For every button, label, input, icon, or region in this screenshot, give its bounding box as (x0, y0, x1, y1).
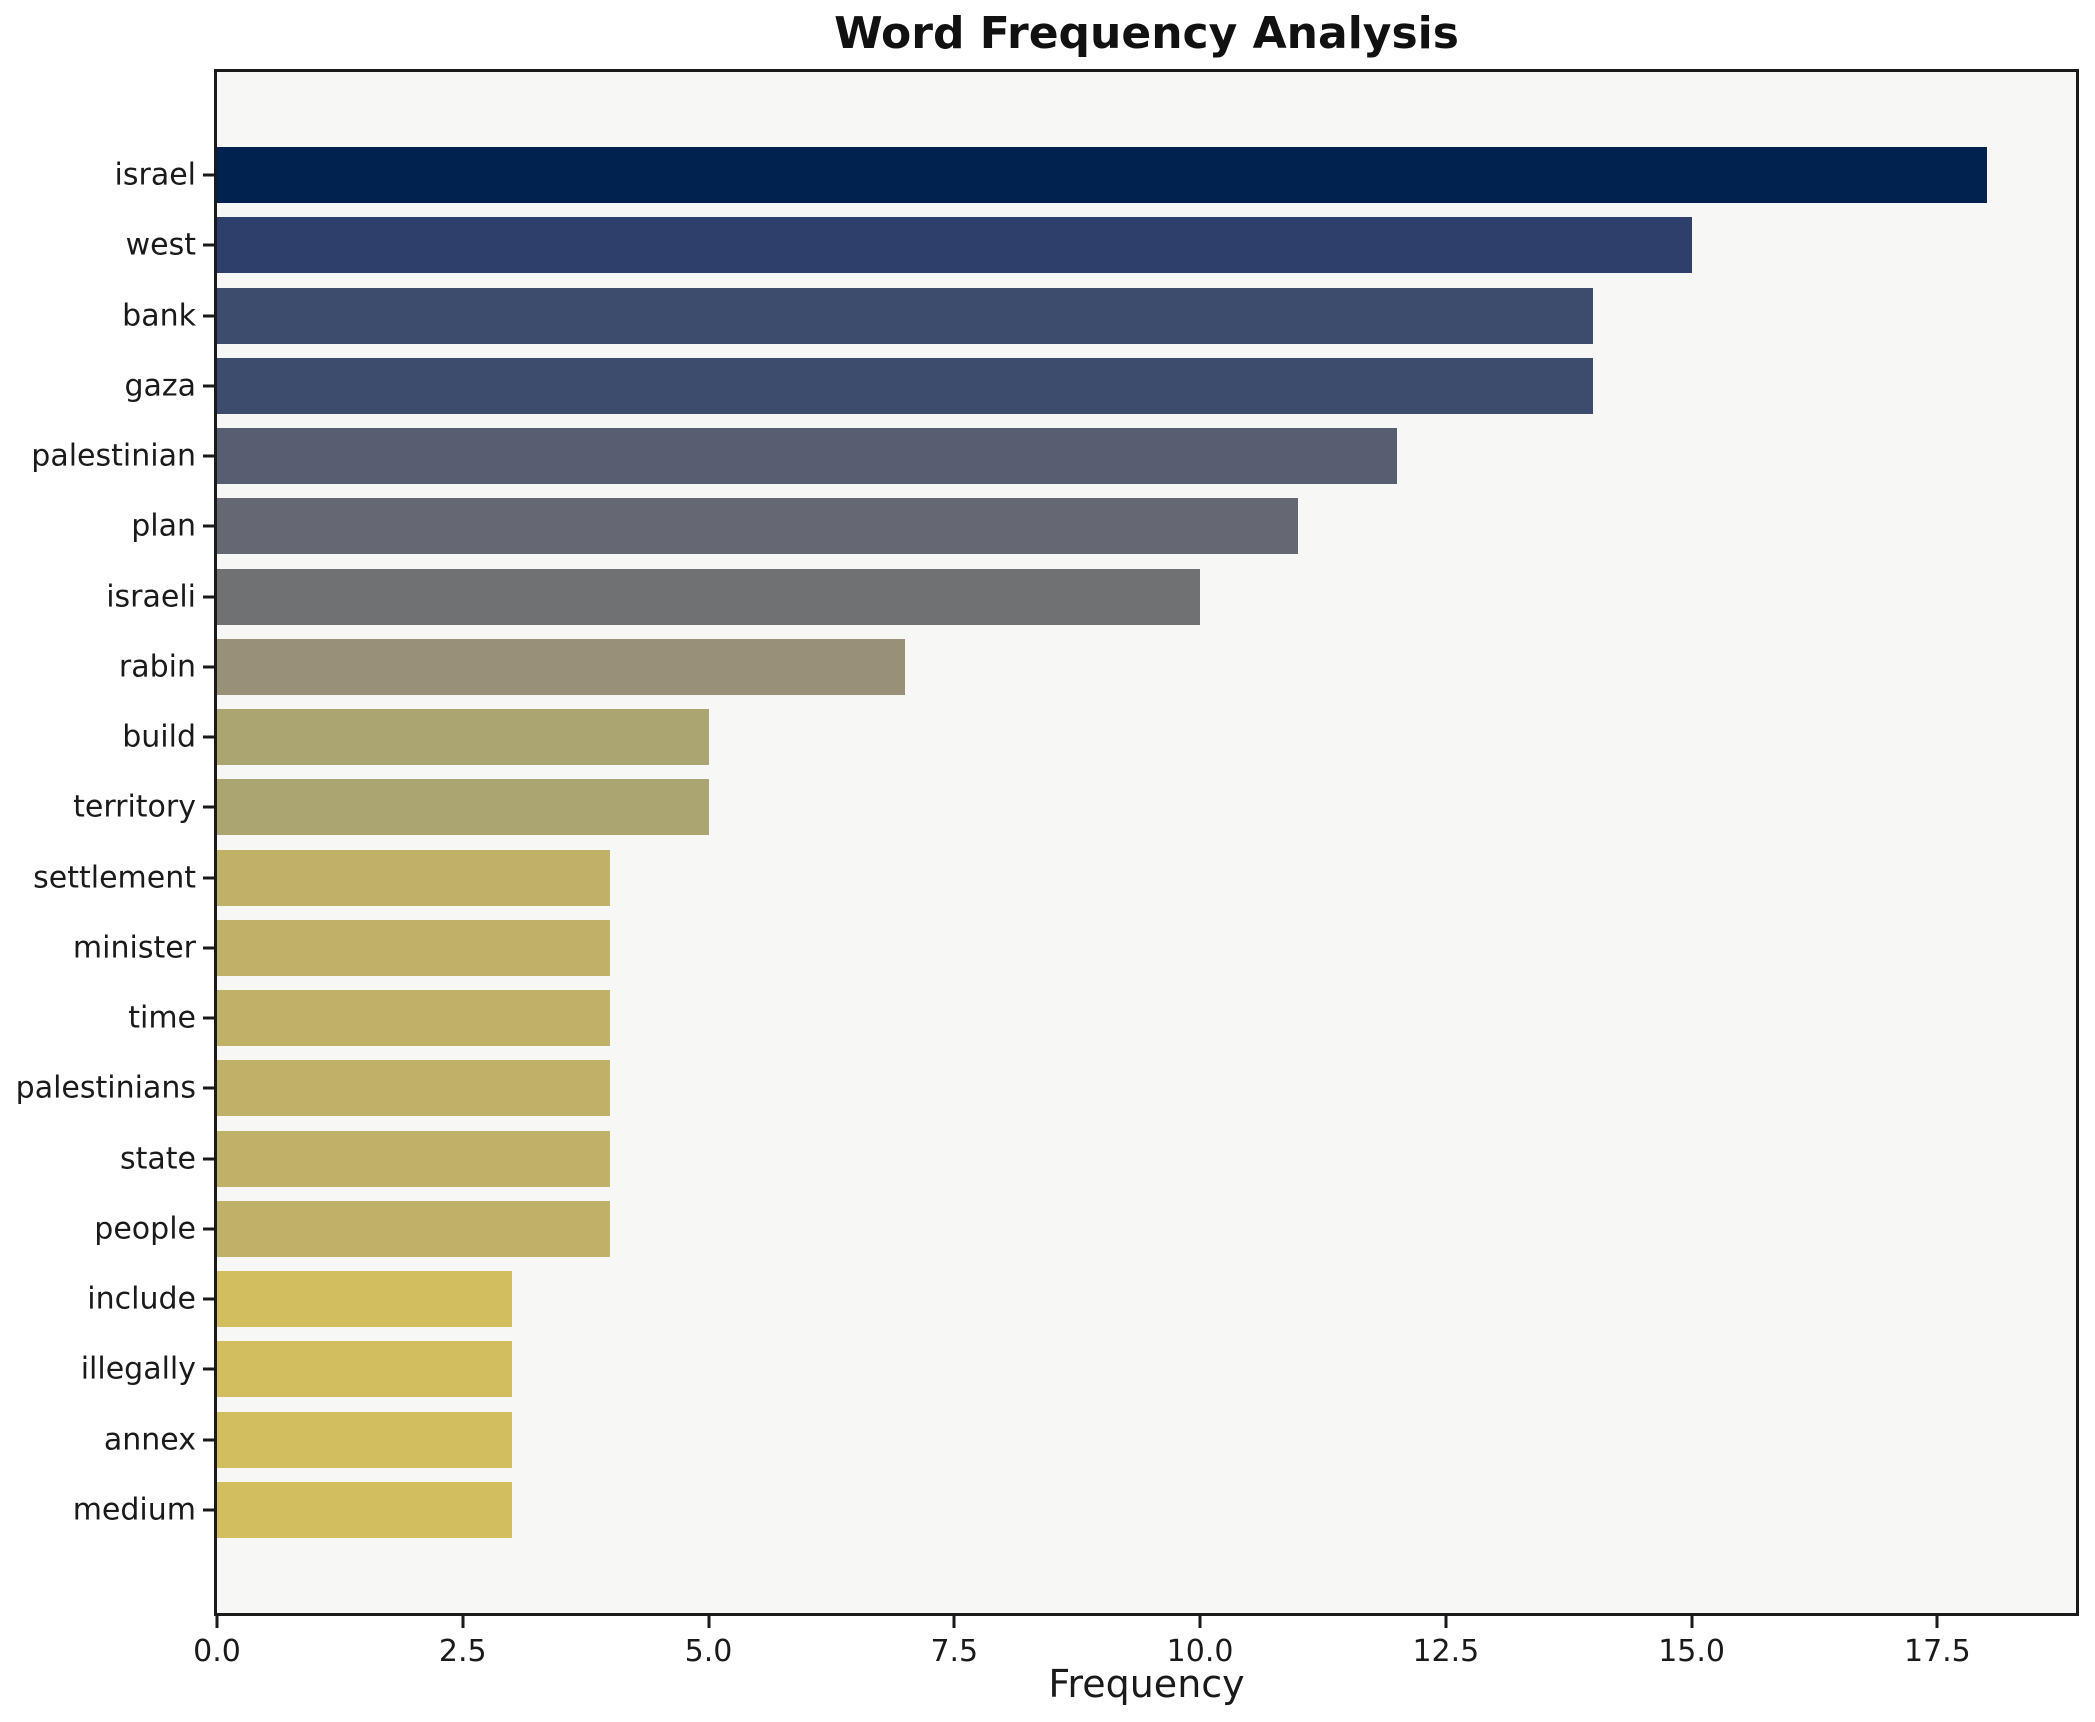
y-tick-mark (203, 243, 214, 247)
y-tick-label-settlement: settlement (33, 860, 196, 896)
x-tick-label-17.5: 17.5 (1903, 1634, 1971, 1669)
y-tick-mark (203, 1367, 214, 1371)
x-tick-mark (1444, 1616, 1448, 1628)
bar-state (217, 1130, 611, 1187)
y-tick-label-medium: medium (72, 1492, 196, 1528)
bar-illegally (217, 1341, 512, 1398)
bar-plan (217, 498, 1299, 555)
y-tick-label-include: include (87, 1281, 196, 1317)
bar-israel (217, 147, 1987, 204)
y-tick-label-rabin: rabin (118, 649, 196, 685)
y-tick-label-palestinian: palestinian (31, 438, 196, 474)
bar-palestinians (217, 1060, 611, 1117)
x-tick-mark (1935, 1616, 1939, 1628)
y-tick-mark (203, 735, 214, 739)
y-tick-label-west: west (125, 227, 196, 263)
bar-minister (217, 919, 611, 976)
bar-gaza (217, 357, 1594, 414)
y-tick-label-gaza: gaza (124, 368, 196, 404)
bar-territory (217, 779, 709, 836)
y-tick-mark (203, 805, 214, 809)
y-tick-label-minister: minister (72, 930, 196, 966)
x-tick-label-2.5: 2.5 (438, 1634, 487, 1669)
y-tick-mark (203, 1016, 214, 1020)
plot-area (214, 69, 2079, 1616)
x-axis-title: Frequency (1048, 1662, 1245, 1706)
x-tick-label-10.0: 10.0 (1166, 1634, 1234, 1669)
y-tick-mark (203, 314, 214, 318)
bar-west (217, 217, 1692, 274)
y-tick-label-state: state (120, 1141, 196, 1177)
x-tick-mark (215, 1616, 219, 1628)
x-tick-label-12.5: 12.5 (1412, 1634, 1480, 1669)
y-tick-mark (203, 1086, 214, 1090)
y-tick-label-annex: annex (103, 1422, 196, 1458)
x-tick-mark (952, 1616, 956, 1628)
y-tick-label-israeli: israeli (106, 579, 196, 615)
y-tick-mark (203, 595, 214, 599)
bar-rabin (217, 638, 906, 695)
y-tick-label-palestinians: palestinians (15, 1070, 196, 1106)
y-tick-mark (203, 876, 214, 880)
bar-people (217, 1200, 611, 1257)
y-tick-mark (203, 946, 214, 950)
y-tick-label-israel: israel (114, 157, 196, 193)
y-tick-mark (203, 384, 214, 388)
y-tick-mark (203, 1157, 214, 1161)
y-tick-mark (203, 454, 214, 458)
bar-medium (217, 1481, 512, 1538)
x-tick-label-0.0: 0.0 (193, 1634, 241, 1669)
y-tick-label-people: people (94, 1211, 196, 1247)
bar-time (217, 990, 611, 1047)
chart-title: Word Frequency Analysis (834, 8, 1459, 59)
y-tick-label-territory: territory (73, 789, 196, 825)
x-tick-label-15.0: 15.0 (1658, 1634, 1726, 1669)
x-tick-label-5.0: 5.0 (684, 1634, 733, 1669)
y-tick-label-bank: bank (122, 298, 196, 334)
y-axis-labels: israel west bank gaza palestinian plan israeli… (0, 72, 196, 1613)
x-tick-mark (707, 1616, 711, 1628)
bar-build (217, 709, 709, 766)
y-tick-mark (203, 524, 214, 528)
x-tick-label-7.5: 7.5 (930, 1634, 979, 1669)
bar-include (217, 1271, 512, 1328)
x-tick-mark (1198, 1616, 1202, 1628)
bar-bank (217, 287, 1594, 344)
y-tick-mark (203, 1297, 214, 1301)
y-tick-label-plan: plan (131, 508, 196, 544)
y-tick-label-time: time (128, 1000, 196, 1036)
bar-annex (217, 1411, 512, 1468)
x-tick-mark (461, 1616, 465, 1628)
y-tick-label-illegally: illegally (80, 1351, 196, 1387)
y-tick-mark (203, 1227, 214, 1231)
bar-palestinian (217, 428, 1397, 485)
y-tick-mark (203, 665, 214, 669)
bar-settlement (217, 849, 611, 906)
y-tick-label-build: build (122, 719, 196, 755)
y-tick-mark (203, 1508, 214, 1512)
y-tick-mark (203, 1438, 214, 1442)
x-tick-mark (1690, 1616, 1694, 1628)
y-tick-mark (203, 173, 214, 177)
bar-israeli (217, 568, 1201, 625)
